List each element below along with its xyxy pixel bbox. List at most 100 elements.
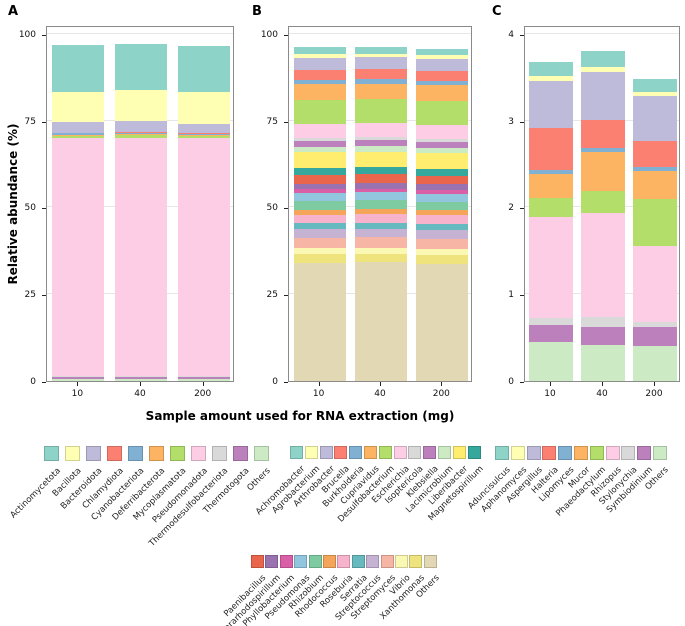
y-tick-label: 100 — [260, 29, 278, 40]
y-tick-label: 3 — [508, 116, 514, 127]
legend-swatch — [170, 446, 185, 461]
legend-swatch — [605, 446, 620, 460]
gridline — [47, 32, 233, 34]
bar-segment-burkholderia — [355, 79, 407, 84]
bar-segment-deferribacterota — [52, 134, 105, 136]
bar-segment-others — [529, 341, 573, 381]
legend-swatch — [409, 555, 423, 568]
bar-segment-others — [177, 379, 230, 381]
legend-swatch — [251, 555, 264, 568]
bar-segment-burkholderia — [416, 81, 469, 86]
legend-item-others: Others — [644, 446, 671, 492]
bar-segment-symbiodinium — [529, 324, 573, 342]
gridline — [289, 32, 471, 34]
bar-segment-rhodococcus — [416, 210, 469, 216]
bar-segment-cupriavidus — [355, 83, 407, 99]
bar-segment-escherichia — [416, 125, 469, 140]
y-tick-mark — [520, 208, 524, 210]
legend-swatch — [337, 555, 351, 568]
legend-item-pseudomonadota: Pseudomonadota — [150, 446, 210, 525]
legend-swatch — [294, 555, 308, 568]
y-tick-mark — [42, 34, 46, 36]
bar-segment-achromobacter — [355, 46, 407, 54]
legend-item-escherichia: Escherichia — [370, 446, 411, 505]
bar-segment-others — [355, 262, 407, 381]
y-tick-label: 50 — [266, 203, 278, 214]
bar-segment-desulfobacterium — [355, 98, 407, 124]
legend-swatch — [351, 555, 365, 568]
legend-swatch — [265, 555, 279, 568]
bar-segment-agrobacterium — [293, 54, 346, 58]
bar-segment-bacteroidota — [52, 122, 105, 133]
y-tick-mark — [284, 382, 288, 383]
bar-segment-aduncisulcus — [581, 51, 625, 67]
y-tick-mark — [42, 121, 46, 123]
stacked-bar — [177, 45, 230, 381]
bar-segment-xanthomonas — [416, 254, 469, 264]
bar-segment-burkholderia — [293, 80, 346, 85]
y-tick-mark — [42, 382, 46, 383]
legend-swatch — [558, 446, 573, 460]
y-tick-label: 50 — [24, 203, 36, 214]
x-tick-mark — [654, 382, 655, 386]
bar-segment-mycoplasmatota — [52, 135, 105, 138]
legend-swatch — [304, 446, 318, 459]
stacked-bar — [115, 44, 167, 381]
y-tick-mark — [520, 382, 524, 383]
x-tick-label: 40 — [596, 389, 608, 399]
bar-segment-achromobacter — [416, 48, 469, 56]
stacked-bar — [52, 45, 105, 381]
bar-segment-streptococcus — [293, 229, 346, 238]
legend-item-roseburia: Roseburia — [318, 555, 355, 610]
panel-plot-b — [288, 26, 472, 382]
bar-segment-isoptericola — [355, 137, 407, 141]
bar-segment-aphanomyces — [581, 66, 625, 72]
y-tick-label: 25 — [24, 290, 36, 301]
bar-segment-bacillota — [52, 92, 105, 123]
bar-segment-streptomyces — [293, 237, 346, 249]
bar-segment-liberibacter — [416, 153, 469, 169]
bar-segment-streptococcus — [355, 228, 407, 238]
bar-segment-deferribacterota — [177, 135, 230, 137]
legend-swatch — [438, 446, 451, 459]
legend-item-rhizobium: Rhizobium — [287, 555, 326, 612]
legend-item-pseudomonas: Pseudomonas — [263, 555, 312, 622]
y-tick-mark — [520, 121, 524, 123]
legend-swatch — [380, 555, 394, 568]
y-tick-label: 100 — [18, 29, 36, 40]
bar-segment-chlamydiota — [177, 133, 230, 134]
bar-segment-paenibacillus — [416, 175, 469, 185]
legend-item-mycoplasmatota: Mycoplasmatota — [132, 446, 189, 523]
bar-segment-rhizopus — [581, 212, 625, 317]
bar-segment-actinomycetota — [115, 44, 167, 91]
legend-item-halteria: Halteria — [530, 446, 560, 496]
legend-item-vibrio: Vibrio — [388, 555, 413, 597]
bar-segment-symbiodinium — [581, 327, 625, 345]
legend-item-desulfobacterium: Desulfobacterium — [336, 446, 396, 524]
bar-segment-desulfobacterium — [416, 100, 469, 126]
bar-segment-cupriavidus — [293, 84, 346, 100]
x-tick-label: 200 — [645, 389, 663, 399]
bar-segment-cyanobacteriota — [115, 133, 167, 135]
legend-item-burkholderia: Burkholderia — [321, 446, 367, 509]
bar-segment-agrobacterium — [355, 53, 407, 58]
bar-segment-aspergillus — [581, 71, 625, 120]
legend-item-others: Others — [245, 446, 273, 493]
bar-segment-brucella — [355, 68, 407, 80]
bar-segment-streptomyces — [355, 237, 407, 248]
bar-segment-escherichia — [355, 123, 407, 138]
x-axis-title: Sample amount used for RNA extraction (m… — [145, 409, 455, 423]
bar-segment-others — [581, 344, 625, 381]
legend-item-liberibacter: Liberibacter — [427, 446, 470, 507]
legend-swatch — [254, 446, 269, 461]
bar-segment-bacillota — [115, 90, 167, 121]
x-tick-label: 200 — [432, 389, 450, 399]
bar-segment-vibrio — [416, 249, 469, 255]
legend-item-agrobacterium: Agrobacterium — [271, 446, 322, 516]
bar-segment-lipomyces — [581, 147, 625, 152]
legend-item-cyanobacteriota: Cyanobacteriota — [90, 446, 147, 523]
bar-segment-lacimicrobium — [355, 146, 407, 152]
bar-segment-pararhodospirillum — [355, 182, 407, 189]
legend-swatch — [323, 555, 336, 568]
